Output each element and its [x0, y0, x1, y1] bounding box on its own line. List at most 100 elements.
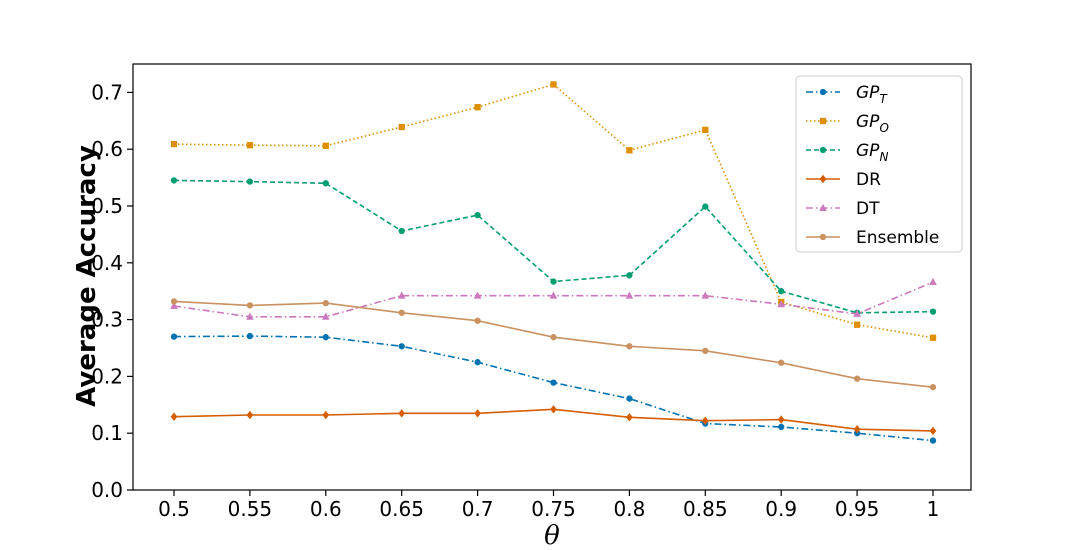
data-point — [246, 142, 254, 149]
data-point — [626, 147, 633, 154]
data-point — [550, 334, 557, 341]
data-point — [777, 415, 785, 424]
data-point — [819, 174, 827, 184]
data-point — [701, 416, 709, 425]
series-dt — [170, 277, 937, 320]
series-line — [173, 335, 934, 442]
x-tick-label: 0.7 — [462, 497, 494, 521]
legend-label-subscript: O — [879, 121, 888, 135]
y-tick-label: 0.7 — [91, 80, 123, 104]
data-point — [853, 425, 861, 434]
y-tick-label: 0.3 — [91, 308, 123, 332]
data-point — [398, 227, 405, 235]
x-axis-ticks: 0.5 0.55 0.6 0.65 0.7 0.75 0.8 0.85 0.9 0.95 1 — [158, 490, 939, 521]
x-tick-label: 0.75 — [531, 497, 576, 521]
series-line — [173, 300, 934, 388]
data-point — [322, 142, 329, 149]
data-point — [626, 395, 633, 402]
data-point — [550, 278, 557, 285]
data-point — [626, 413, 633, 422]
data-point — [550, 379, 557, 386]
data-point — [819, 88, 827, 96]
data-point — [929, 384, 937, 391]
data-point — [170, 298, 178, 305]
legend-label-main: GP — [856, 112, 880, 132]
data-point — [853, 309, 861, 317]
data-point — [474, 211, 481, 219]
x-tick-label: 0.85 — [683, 497, 728, 521]
data-point — [246, 312, 254, 320]
data-point — [397, 291, 406, 299]
plot-frame — [132, 63, 972, 491]
data-point — [929, 437, 937, 444]
data-point — [322, 180, 329, 187]
legend-label-subscript: N — [879, 150, 888, 164]
series-ensemble — [170, 298, 937, 391]
data-point — [322, 334, 329, 341]
legend-label-main: GP — [856, 141, 880, 161]
y-tick-label: 0.6 — [91, 137, 123, 161]
y-tick-label: 0.0 — [91, 478, 123, 502]
data-point — [819, 233, 827, 241]
series-line — [173, 281, 934, 318]
data-point — [702, 126, 709, 134]
y-axis-ticks: 0.0 0.1 0.2 0.3 0.4 0.5 0.6 0.7 — [91, 80, 133, 502]
data-point — [322, 312, 330, 320]
data-point — [625, 291, 634, 299]
y-tick-label: 0.5 — [91, 194, 123, 218]
x-tick-label: 0.65 — [379, 497, 424, 521]
data-point — [398, 409, 406, 418]
y-axis-label: Average Accuracy — [72, 145, 102, 407]
x-tick-label: 0.8 — [613, 497, 645, 521]
x-tick-label: 0.95 — [835, 497, 880, 521]
data-point — [778, 423, 785, 431]
legend-label: Ensemble — [856, 228, 939, 248]
data-point — [702, 347, 709, 354]
data-point — [322, 299, 329, 307]
data-point — [853, 321, 861, 328]
legend-item: DR — [806, 170, 881, 190]
data-point — [170, 177, 178, 184]
data-point — [626, 272, 633, 279]
data-point — [322, 410, 330, 420]
data-point — [170, 412, 178, 421]
data-point — [474, 317, 481, 324]
data-point — [474, 409, 481, 418]
legend-label: GPN — [856, 141, 888, 164]
data-point — [778, 359, 785, 366]
legend-item: DT — [806, 199, 880, 219]
data-point — [626, 343, 633, 350]
data-point — [777, 300, 785, 308]
series-gp-t — [170, 332, 937, 444]
data-point — [929, 426, 937, 436]
data-point — [246, 332, 254, 340]
y-tick-label: 0.4 — [91, 251, 123, 275]
data-point — [819, 203, 827, 211]
data-point — [246, 410, 254, 420]
legend-item: GPT — [806, 83, 888, 106]
data-point — [819, 117, 827, 125]
data-point — [398, 343, 405, 350]
data-point — [474, 104, 481, 111]
legend-item: Ensemble — [806, 228, 939, 248]
x-axis-label: θ — [544, 521, 560, 550]
data-point — [778, 288, 785, 295]
plot-area — [132, 63, 972, 491]
data-point — [170, 140, 178, 148]
x-tick-label: 1 — [927, 497, 940, 521]
data-point — [550, 405, 557, 414]
data-point — [398, 123, 405, 131]
legend-label-main: GP — [856, 83, 880, 103]
data-point — [929, 277, 937, 286]
series-dr — [170, 405, 937, 436]
data-point — [819, 146, 827, 154]
series-layer — [170, 81, 937, 444]
data-point — [474, 359, 481, 366]
legend-label: GPO — [856, 112, 889, 135]
data-point — [246, 178, 254, 185]
data-point — [549, 291, 558, 299]
data-point — [550, 81, 557, 88]
legend-item: GPN — [806, 141, 888, 164]
